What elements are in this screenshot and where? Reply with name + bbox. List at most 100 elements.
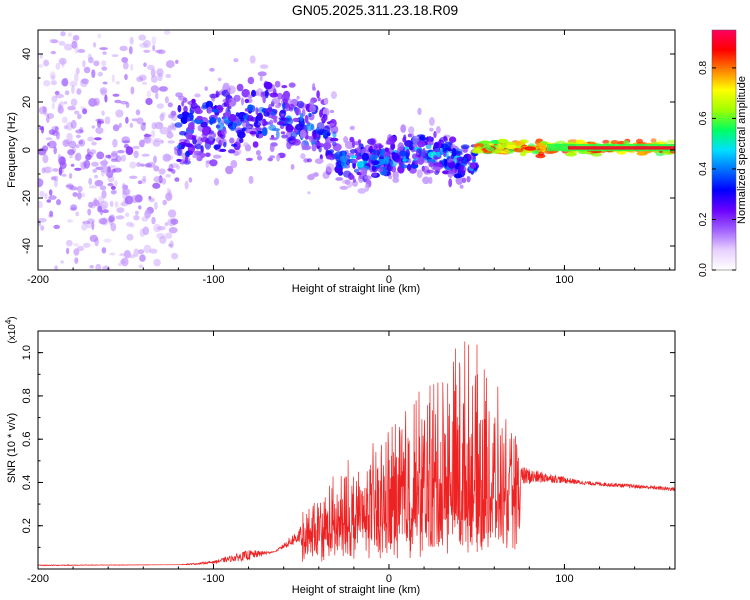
spectrogram-cell — [537, 151, 545, 156]
spectrogram-cell — [214, 178, 219, 186]
spectrogram-cell — [106, 170, 114, 178]
spectrogram-cell — [339, 155, 348, 163]
spectrogram-cell — [139, 163, 145, 167]
spectrogram-cell — [299, 129, 307, 138]
spectrogram-cell — [231, 143, 238, 147]
spectrogram-cell — [292, 138, 301, 146]
spectrogram-cell — [118, 122, 122, 128]
spectrogram-cell — [153, 175, 162, 184]
spectrogram-cell — [322, 142, 332, 150]
spectrogram-cell — [70, 119, 77, 129]
spectrogram-cell — [311, 144, 317, 152]
spectrogram-cell — [317, 128, 325, 136]
spectrogram-cell — [166, 131, 174, 139]
spectrogram-cell — [377, 167, 384, 173]
spectrogram-cell — [130, 63, 134, 71]
spectrogram-cell — [249, 131, 257, 135]
spectrogram-cell — [367, 138, 376, 145]
spectrogram-cell — [140, 178, 147, 184]
spectrogram-cell — [40, 225, 45, 231]
spectrogram-cell — [67, 105, 76, 111]
spectrogram-cell — [350, 155, 357, 159]
spectrogram-cell — [171, 112, 178, 122]
spectrogram-cell — [349, 136, 355, 143]
spectrogram-cell — [524, 146, 537, 151]
spectrogram-cell — [160, 111, 166, 117]
spectrogram-cell — [64, 140, 73, 145]
spectrogram-cell — [316, 90, 320, 99]
spectrogram-cell — [217, 77, 222, 82]
spectrogram-cell — [101, 110, 105, 116]
spectrogram-cell — [227, 85, 236, 94]
spectrogram-cell — [244, 98, 250, 104]
spectrogram-cell — [422, 147, 426, 157]
spectrogram-cell — [399, 150, 407, 157]
spectrogram-cell — [120, 100, 128, 105]
spectrogram-cell — [93, 60, 100, 67]
spectrogram-marks — [38, 30, 675, 270]
spectrogram-cell — [138, 34, 147, 41]
spectrogram-cell — [114, 201, 119, 208]
spectrogram-cell — [302, 145, 311, 151]
x-tick-label: -200 — [27, 274, 49, 286]
spectrogram-cell — [42, 154, 49, 164]
spectrogram-cell — [165, 232, 173, 239]
spectrogram-cell — [122, 61, 129, 70]
spectrogram-cell — [306, 158, 312, 163]
figure-title: GN05.2025.311.23.18.R09 — [291, 2, 459, 18]
spectrogram-cell — [352, 159, 358, 164]
spectrogram-cell — [211, 108, 219, 113]
spectrogram-cell — [459, 184, 464, 189]
spectrogram-cell — [158, 86, 168, 92]
spectrogram-cell — [91, 141, 97, 146]
spectrogram-cell — [74, 73, 79, 82]
spectrogram-cell — [344, 141, 354, 149]
spectrogram-cell — [280, 109, 287, 114]
spectrogram-cell — [361, 152, 370, 162]
spectrogram-cell — [233, 58, 239, 63]
spectrogram-cell — [170, 163, 179, 169]
spectrogram-cell — [123, 198, 129, 204]
spectrogram-cell — [349, 149, 358, 154]
spectrogram-cell — [139, 254, 146, 262]
spectrogram-cell — [617, 150, 626, 155]
spectrogram-cell — [123, 250, 131, 259]
spectrogram-cell — [158, 175, 163, 184]
spectrogram-cell — [260, 91, 264, 98]
y-tick-label: 40 — [21, 48, 33, 60]
spectrogram-cell — [369, 154, 378, 161]
spectrogram-cell — [315, 142, 322, 146]
spectrogram-cell — [109, 200, 114, 208]
spectrogram-cell — [357, 188, 367, 194]
spectrogram-cell — [170, 122, 175, 129]
spectrogram-cell — [116, 207, 125, 214]
spectrogram-cell — [222, 98, 231, 104]
spectrogram-cell — [136, 162, 142, 167]
spectrogram-cell — [41, 167, 46, 174]
spectrogram-cell — [406, 163, 412, 171]
spectrogram-cell — [280, 113, 285, 117]
spectrogram-cell — [114, 180, 118, 187]
spectrogram-cell — [276, 154, 281, 162]
snr-line — [38, 341, 675, 567]
spectrogram-cell — [57, 153, 62, 163]
spectrogram-cell — [285, 125, 295, 131]
spectrogram-cell — [91, 69, 96, 78]
spectrogram-cell — [316, 122, 325, 129]
spectrogram-cell — [177, 147, 183, 157]
spectrogram-cell — [89, 149, 97, 155]
spectrogram-cell — [82, 242, 91, 248]
spectrogram-cell — [43, 80, 51, 87]
spectrogram-cell — [447, 170, 454, 179]
spectrogram-cell — [187, 121, 195, 131]
spectrogram-cell — [64, 90, 70, 96]
spectrogram-cell — [151, 216, 156, 225]
x-tick-label: 100 — [555, 274, 573, 286]
spectrogram-cell — [156, 232, 166, 240]
spectrogram-cell — [112, 93, 120, 97]
spectrogram-cell — [167, 102, 173, 108]
spectrogram-cell — [143, 49, 151, 53]
spectrogram-cell — [102, 51, 107, 55]
spectrogram-cell — [68, 140, 77, 149]
spectrogram-cell — [330, 125, 339, 134]
